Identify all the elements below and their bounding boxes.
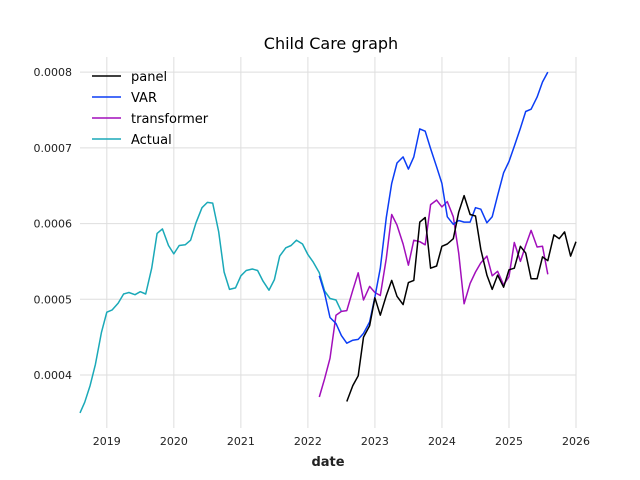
axis-ticks: 2019 2020 2021 2022 2023 2024 2025 2026 0.0004 0.… bbox=[34, 66, 591, 448]
x-axis-label: date bbox=[311, 455, 344, 470]
legend-entry: Actual bbox=[131, 133, 172, 148]
series-line-transformer bbox=[318, 199, 549, 398]
gridlines bbox=[80, 57, 577, 428]
x-tick-label: 2021 bbox=[227, 435, 255, 448]
x-tick-label: 2024 bbox=[428, 435, 456, 448]
series-line-panel bbox=[346, 194, 577, 402]
legend-entry: VAR bbox=[131, 91, 157, 106]
y-tick-label: 0.0006 bbox=[34, 218, 73, 231]
legend: panel VAR transformer Actual bbox=[92, 70, 209, 148]
chart-title: Child Care graph bbox=[264, 34, 398, 53]
y-tick-label: 0.0007 bbox=[34, 142, 73, 155]
series-lines bbox=[79, 71, 577, 414]
x-tick-label: 2019 bbox=[93, 435, 121, 448]
y-tick-label: 0.0008 bbox=[34, 66, 73, 79]
x-tick-label: 2020 bbox=[160, 435, 188, 448]
legend-entry: panel bbox=[131, 70, 167, 85]
series-line-var bbox=[318, 71, 549, 344]
series-line-actual bbox=[79, 201, 343, 414]
x-tick-label: 2023 bbox=[361, 435, 389, 448]
x-tick-label: 2025 bbox=[495, 435, 523, 448]
y-tick-label: 0.0004 bbox=[34, 369, 73, 382]
x-tick-label: 2022 bbox=[294, 435, 322, 448]
legend-entry: transformer bbox=[131, 112, 209, 127]
x-tick-label: 2026 bbox=[562, 435, 590, 448]
y-tick-label: 0.0005 bbox=[34, 293, 73, 306]
